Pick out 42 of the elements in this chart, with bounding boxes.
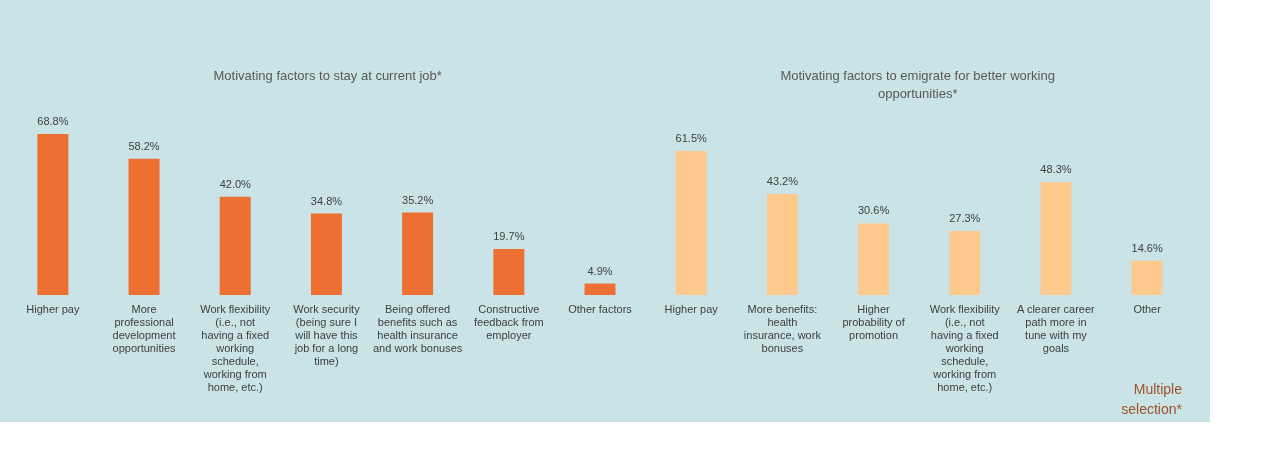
bar — [493, 248, 525, 295]
bar — [219, 196, 251, 295]
data-label: 30.6% — [857, 204, 890, 217]
x-tick-label: Higher probability of promotion — [842, 302, 906, 341]
x-tick-label: Higher pay — [26, 302, 80, 315]
data-label: 58.2% — [128, 139, 160, 152]
data-label: 35.2% — [402, 193, 434, 206]
data-label: 43.2% — [766, 174, 799, 187]
bar — [128, 158, 160, 295]
text: Multiple selection* — [1121, 381, 1183, 417]
x-tick-label: Other factors — [568, 302, 633, 315]
x-tick-label: A clearer career path more in tune with my goals — [1017, 302, 1096, 354]
bar — [858, 223, 890, 295]
text: Motivating factors to emigrate for better working opportunities* — [780, 68, 1055, 101]
bar — [766, 193, 798, 295]
bar — [949, 231, 981, 295]
bar — [402, 212, 434, 295]
data-label: 34.8% — [310, 194, 343, 207]
data-label: 48.3% — [1040, 162, 1072, 175]
x-tick-label: Higher pay — [664, 302, 719, 315]
data-label: 19.7% — [493, 229, 525, 242]
data-label: 4.9% — [587, 264, 613, 277]
bar — [310, 213, 342, 295]
bar — [584, 283, 616, 295]
bar — [1040, 181, 1072, 295]
bar — [1131, 260, 1163, 295]
x-tick-label: Work flexibility (i.e., not having a fixed working schedule, working from home, etc.) — [200, 302, 271, 393]
x-tick-label: Other — [1133, 302, 1162, 315]
x-tick-label: More benefits: health insurance, work bonuses — [743, 302, 822, 354]
text: Motivating factors to stay at current job* — [213, 68, 442, 83]
data-label: 61.5% — [675, 132, 707, 145]
x-tick-label: Constructive feedback from employer — [473, 302, 544, 341]
data-label: 68.8% — [37, 114, 69, 127]
data-label: 42.0% — [219, 177, 252, 190]
x-tick-label: Work flexibility (i.e., not having a fixed working schedule, working from home, etc.) — [929, 302, 1001, 393]
x-tick-label: Work security (being sure I will have this job for a long time) — [293, 302, 361, 367]
bar — [675, 151, 707, 295]
data-label: 14.6% — [1131, 241, 1163, 254]
x-tick-label: More professional development opportunities — [112, 302, 177, 354]
x-tick-label: Being offered benefits such as health insurance and work bonuses — [372, 302, 463, 354]
data-label: 27.3% — [949, 212, 981, 225]
bar — [37, 133, 69, 295]
